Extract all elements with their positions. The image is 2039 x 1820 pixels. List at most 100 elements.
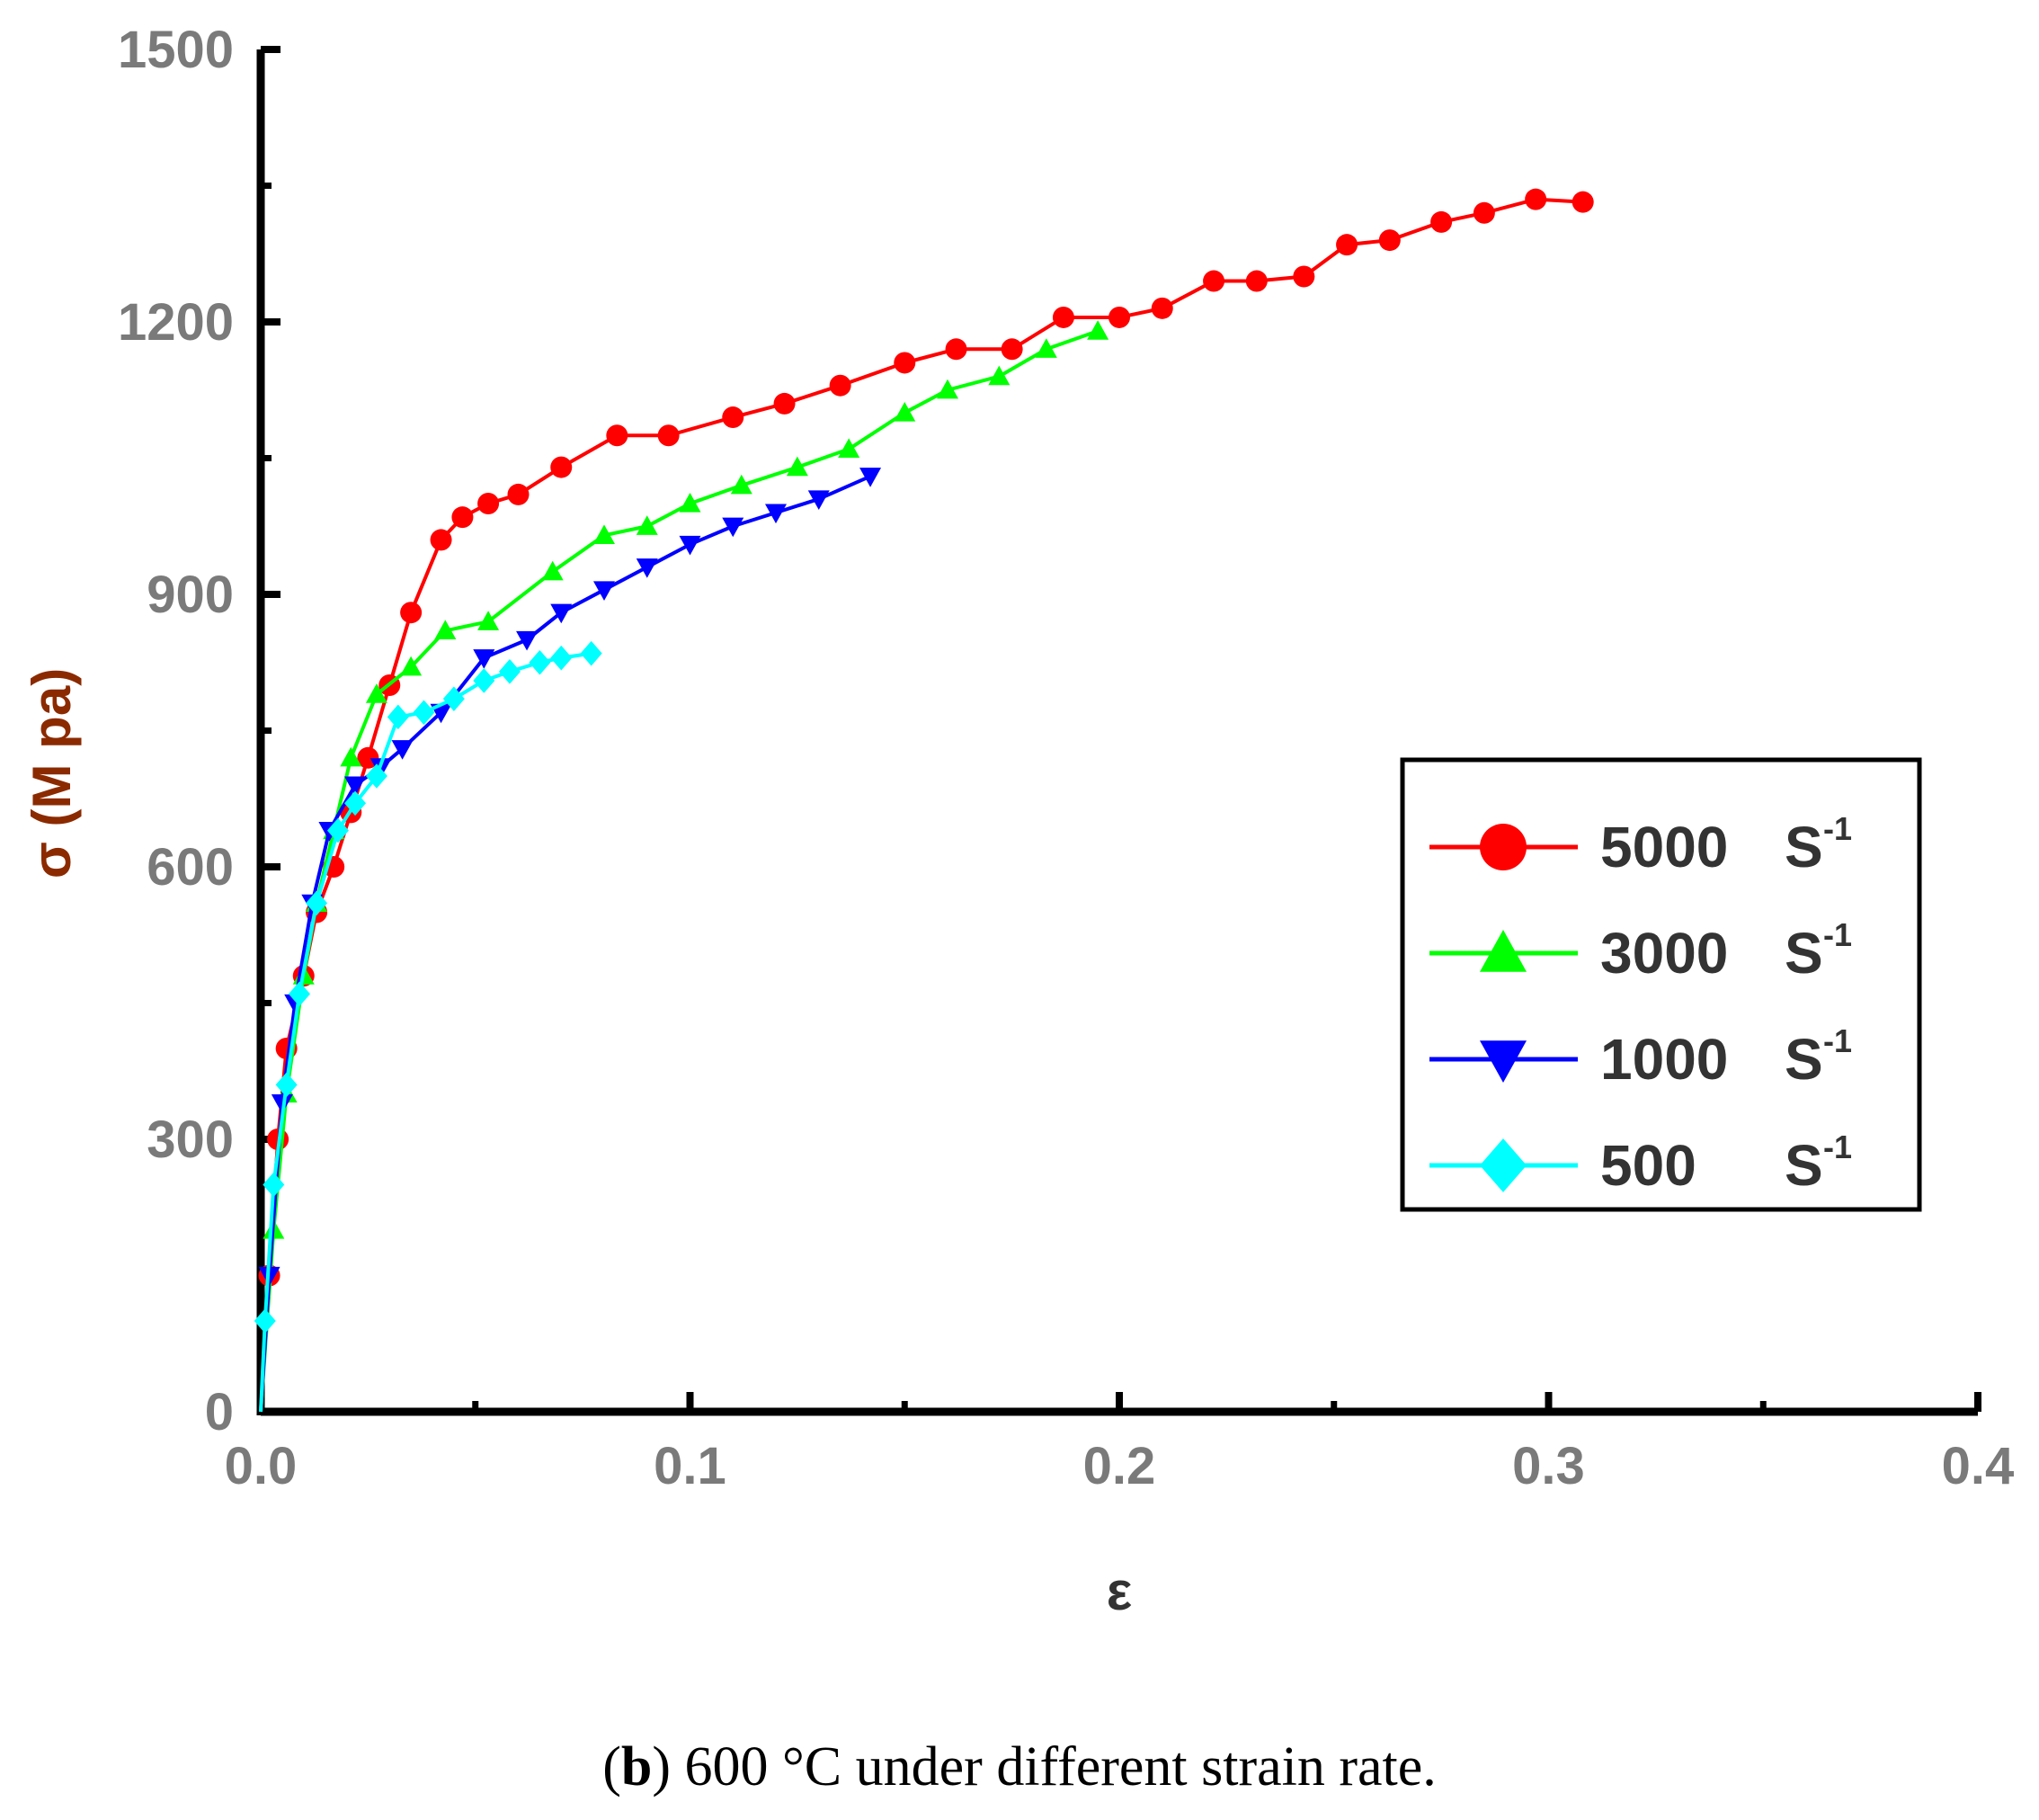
- y-tick-label: 900: [147, 566, 234, 624]
- data-point-3000: [786, 456, 808, 477]
- series-line-500: [259, 651, 592, 1413]
- data-point-3000: [477, 611, 500, 630]
- data-point-1000: [859, 468, 882, 487]
- legend-unit-exponent: -1: [1823, 1129, 1852, 1165]
- data-point-3000: [838, 438, 860, 458]
- data-point-3000: [434, 620, 457, 639]
- data-point-1000: [344, 776, 367, 797]
- data-point-1000: [765, 504, 787, 524]
- data-point-5000: [1378, 229, 1401, 252]
- legend-unit-exponent: -1: [1823, 916, 1852, 953]
- data-point-1000: [391, 740, 414, 760]
- legend-label: 500: [1600, 1133, 1696, 1198]
- data-point-500: [498, 659, 521, 684]
- series-line-5000: [259, 197, 1583, 1413]
- legend-marker: [1480, 1138, 1527, 1192]
- data-point-5000: [829, 374, 851, 397]
- data-point-3000: [593, 524, 615, 544]
- data-point-5000: [550, 456, 573, 478]
- data-point-5000: [400, 602, 423, 624]
- data-point-1000: [807, 490, 830, 510]
- data-point-5000: [1572, 191, 1594, 213]
- legend-label: 1000: [1600, 1027, 1728, 1092]
- x-tick-label: 0.4: [1942, 1437, 2015, 1495]
- data-point-5000: [477, 493, 500, 514]
- data-point-5000: [1151, 297, 1173, 319]
- data-point-5000: [1293, 265, 1315, 288]
- data-point-5000: [451, 506, 474, 529]
- data-point-500: [550, 645, 573, 671]
- series-line-1000: [259, 474, 871, 1413]
- data-point-500: [442, 686, 465, 711]
- legend-unit: S: [1785, 921, 1823, 986]
- legend-entry-5000: 5000 S -1: [1429, 810, 1852, 879]
- series-3000: [259, 320, 1109, 1413]
- data-point-1000: [636, 558, 658, 578]
- series-line-3000: [259, 329, 1099, 1413]
- data-point-3000: [636, 515, 658, 535]
- data-point-500: [413, 700, 435, 726]
- legend-unit: S: [1785, 815, 1823, 879]
- data-point-500: [306, 890, 328, 916]
- data-point-500: [473, 668, 495, 693]
- legend-unit-exponent: -1: [1823, 810, 1852, 847]
- axes: 0 300 600 900 1200 1500 0.0 0.1 0.2 0.3 0.4: [118, 21, 2014, 1495]
- caption-text: 600 °C under different strain rate.: [671, 1736, 1437, 1798]
- data-point-1000: [679, 535, 701, 556]
- x-tick-label: 0.2: [1083, 1437, 1156, 1495]
- data-point-3000: [400, 656, 423, 676]
- data-point-500: [275, 1072, 298, 1098]
- data-point-3000: [1035, 338, 1057, 358]
- data-point-500: [365, 763, 387, 789]
- data-point-5000: [507, 483, 530, 505]
- data-point-5000: [1245, 270, 1268, 292]
- data-point-3000: [730, 474, 752, 495]
- legend-marker: [1480, 1040, 1527, 1083]
- data-point-1000: [550, 603, 573, 624]
- data-point-3000: [1087, 320, 1109, 340]
- y-axis-title: σ (M pa): [22, 668, 82, 879]
- y-tick-label: 300: [147, 1111, 234, 1169]
- data-point-5000: [1430, 210, 1453, 233]
- data-point-500: [344, 790, 367, 816]
- y-tick-label: 1500: [118, 21, 234, 79]
- y-tick-label: 0: [205, 1383, 234, 1441]
- data-point-3000: [541, 560, 564, 581]
- legend-unit: S: [1785, 1133, 1823, 1198]
- legend-unit-exponent: -1: [1823, 1022, 1852, 1059]
- legend-entry-1000: 1000 S -1: [1429, 1022, 1852, 1092]
- data-point-3000: [365, 683, 387, 703]
- data-point-5000: [1001, 338, 1023, 361]
- y-tick-label: 1200: [118, 293, 234, 352]
- data-point-500: [529, 649, 551, 675]
- x-tick-label: 0.0: [225, 1437, 298, 1495]
- data-point-1000: [516, 630, 539, 651]
- legend-label: 5000: [1600, 815, 1728, 879]
- legend-label: 3000: [1600, 921, 1728, 986]
- caption-panel-letter: b: [620, 1736, 653, 1798]
- data-point-5000: [722, 406, 744, 429]
- data-point-3000: [340, 746, 362, 767]
- data-point-5000: [1109, 306, 1130, 328]
- x-tick-label: 0.1: [654, 1437, 726, 1495]
- data-point-500: [387, 704, 409, 730]
- data-point-5000: [1052, 306, 1074, 328]
- series-5000: [258, 188, 1594, 1413]
- data-point-500: [254, 1308, 276, 1334]
- data-point-3000: [988, 365, 1011, 386]
- data-point-5000: [1473, 201, 1495, 224]
- data-point-5000: [606, 424, 628, 447]
- legend-unit: S: [1785, 1027, 1823, 1092]
- legend-entry-500: 500 S -1: [1429, 1129, 1852, 1198]
- figure-caption: (b) 600 °C under different strain rate.: [602, 1736, 1437, 1798]
- data-point-500: [326, 817, 349, 843]
- series-1000: [258, 468, 882, 1413]
- data-point-1000: [473, 649, 495, 669]
- data-point-3000: [894, 402, 916, 422]
- series-500: [254, 640, 602, 1413]
- y-tick-label: 600: [147, 838, 234, 897]
- data-point-5000: [1525, 188, 1547, 210]
- data-point-5000: [1203, 270, 1225, 292]
